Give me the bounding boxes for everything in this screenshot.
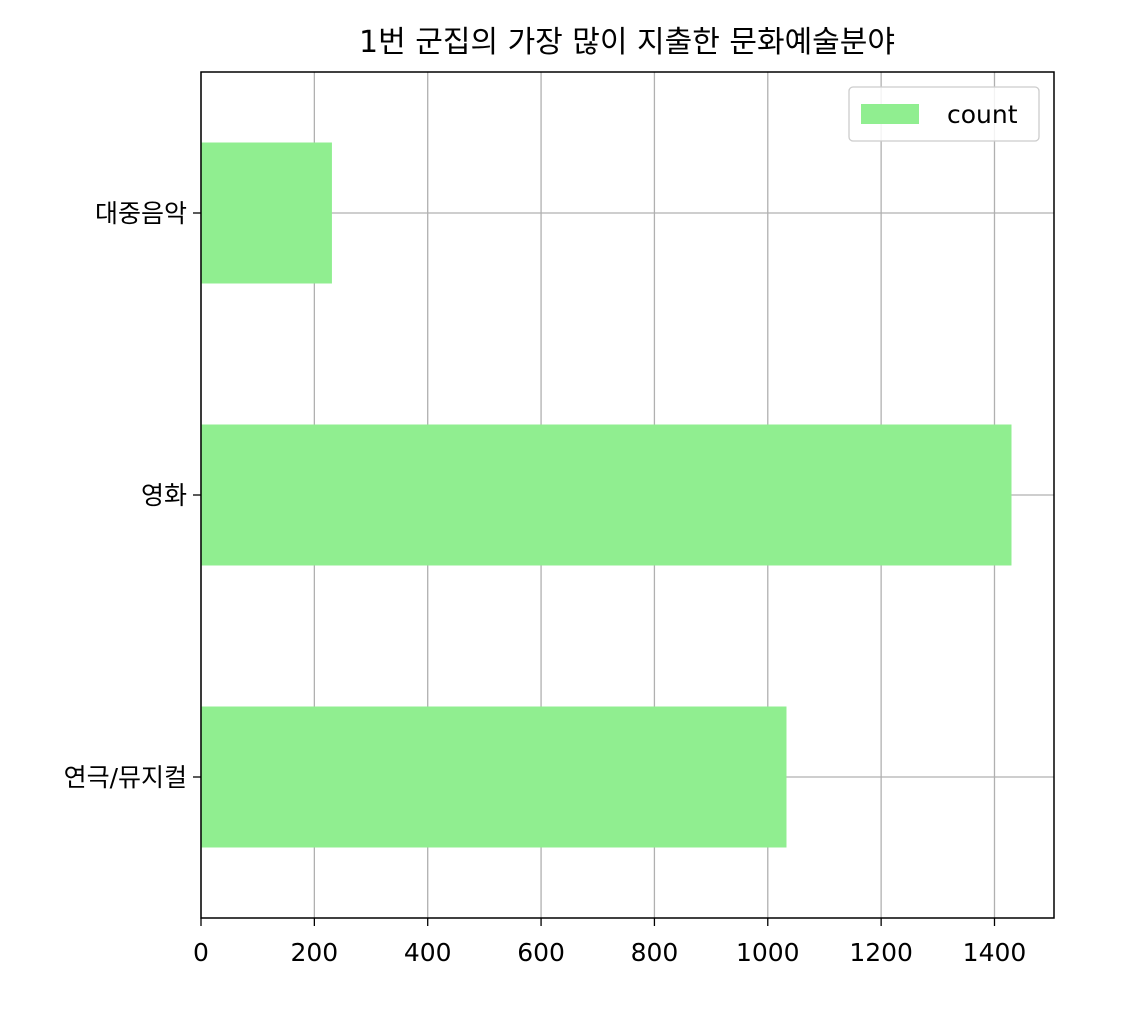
x-tick-label: 0 [193, 938, 209, 967]
chart-title: 1번 군집의 가장 많이 지출한 문화예술분야 [359, 25, 895, 60]
x-tick-label: 400 [404, 938, 452, 967]
y-tick-label: 영화 [141, 481, 187, 510]
x-tick-label: 1000 [736, 938, 800, 967]
legend-box [848, 86, 1040, 142]
x-tick-label: 600 [517, 938, 565, 967]
y-tick-label: 대중음악 [95, 199, 187, 228]
bar [201, 424, 1012, 566]
legend-swatch [861, 104, 919, 124]
legend-label: count [947, 100, 1018, 129]
x-tick-label: 1200 [849, 938, 913, 967]
axis-ticks: 0 200 400 600 800 1000 1200 1400 연극/뮤지컬 영화 대중음악 [64, 199, 1027, 967]
bar [201, 706, 787, 848]
x-tick-label: 200 [290, 938, 338, 967]
x-tick-label: 800 [631, 938, 679, 967]
bars [201, 142, 1012, 848]
legend: count [848, 86, 1040, 142]
x-tick-label: 1400 [963, 938, 1027, 967]
bar [201, 142, 332, 284]
y-tick-label: 연극/뮤지컬 [64, 763, 187, 792]
